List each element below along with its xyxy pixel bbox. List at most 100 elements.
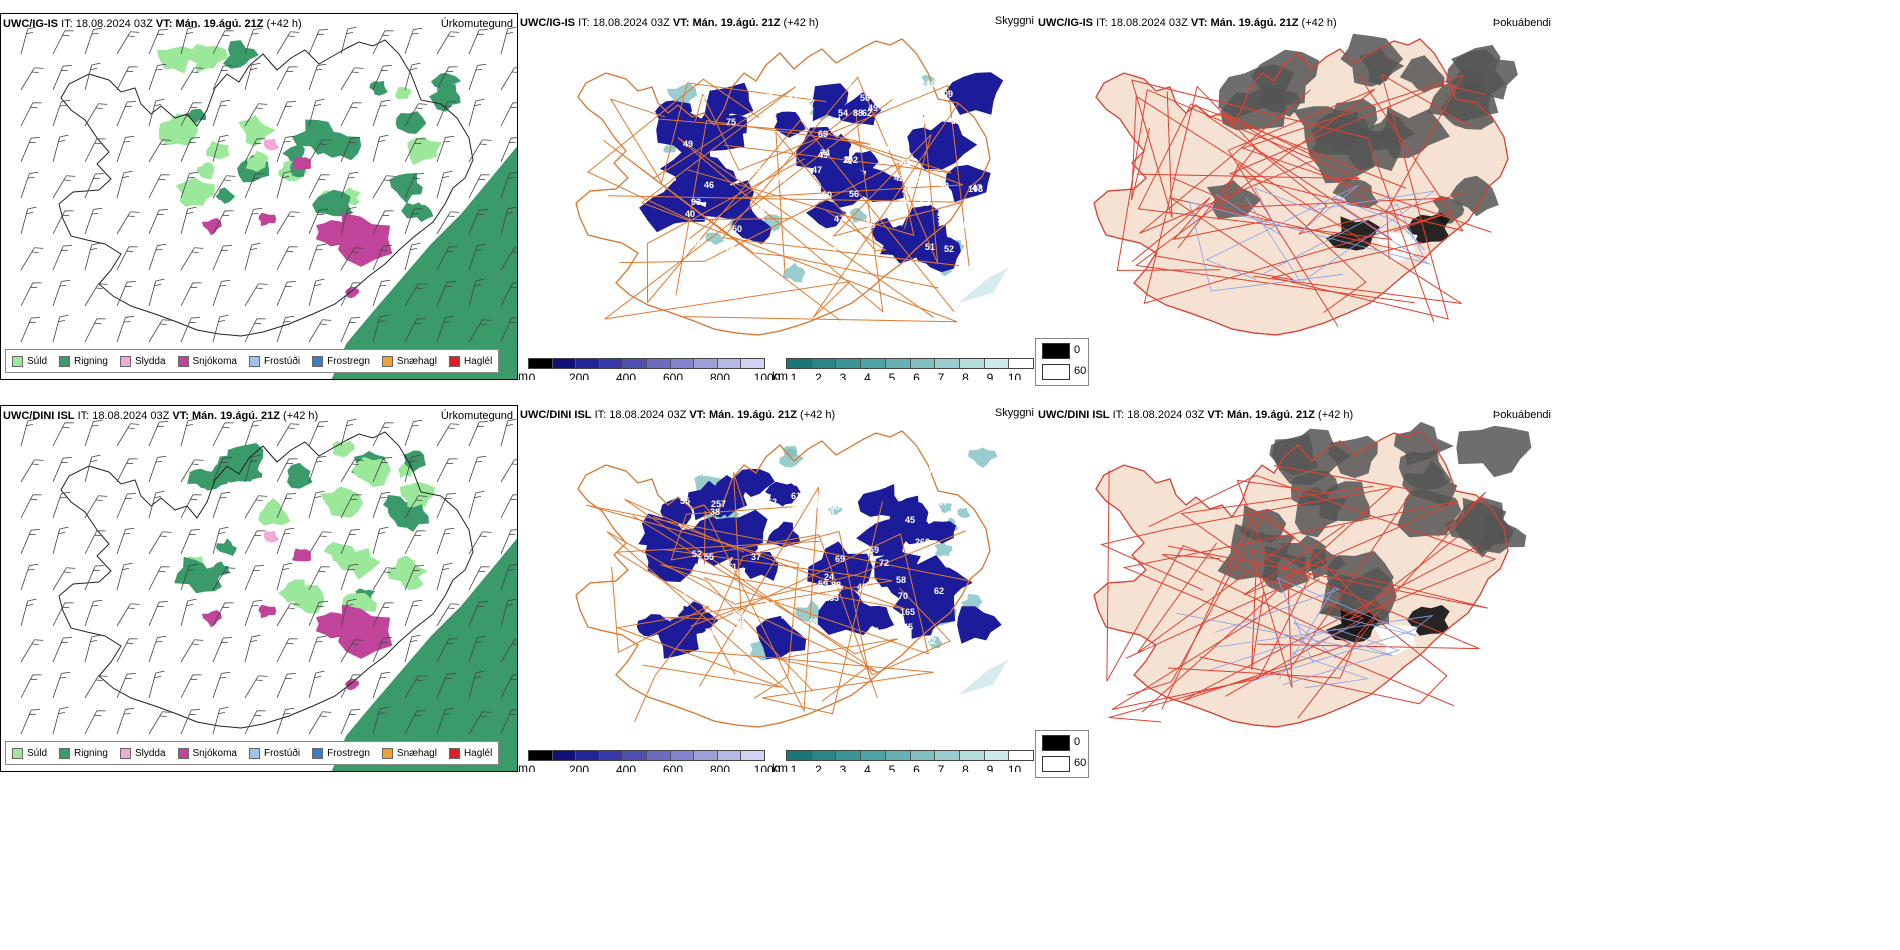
legend-swatch <box>59 355 71 367</box>
legend-swatch <box>312 747 324 759</box>
panel-title: UWC/IG-IS IT: 18.08.2024 03Z VT: Mán. 19… <box>1038 17 1337 29</box>
cloud-map-row2: 55 61 58 48 45 50 58 72 52 45 69 82 48 59 38 53 55 59 52 48… <box>575 430 1008 728</box>
cloud-base-label: 62 <box>862 108 872 118</box>
visibility-tick-label: 3 <box>839 371 847 380</box>
cloud-tick-label: 1000 <box>753 763 781 772</box>
visibility-tick-label: 5 <box>888 763 896 772</box>
legend-swatch <box>448 355 460 367</box>
cloud-base-label: 54 <box>705 627 715 637</box>
cloud-base-label: 49 <box>683 139 693 149</box>
legend-swatch <box>381 747 393 759</box>
cloud-base-label: 53 <box>816 500 826 510</box>
cloud-tick-label: 400 <box>615 763 637 772</box>
cloud-base-label: 24 <box>824 572 834 582</box>
cloud-base-label: 59 <box>818 579 828 589</box>
cloud-base-label: 43 <box>751 164 761 174</box>
cloud-base-label: 66 <box>963 220 973 230</box>
cloud-base-label: 41 <box>916 116 926 126</box>
cloud-base-label: 44 <box>800 185 810 195</box>
visibility-tick-label: 1 <box>790 763 798 772</box>
cloud-base-label: 50 <box>937 211 947 221</box>
precip-map-row2 <box>20 418 517 771</box>
cloud-visibility-panel-row1: 69 52 43 47 61 47 70 74 51 43 47 75 56 68 50 47 63 50 103 5… <box>518 13 1036 380</box>
cloud-base-label: 58 <box>736 620 746 630</box>
legend-label: Frostúði <box>263 355 301 367</box>
precip-type-panel-row1: UWC/IG-IS IT: 18.08.2024 03Z VT: Mán. 19… <box>0 13 518 380</box>
cloud-base-label: 51 <box>925 242 935 252</box>
cloud-base-label: 52 <box>767 497 777 507</box>
precip-type-panel-row2: UWC/DINI ISL IT: 18.08.2024 03Z VT: Mán.… <box>0 405 518 772</box>
legend-swatch <box>177 355 189 367</box>
cloud-base-label: 53 <box>939 181 949 191</box>
cloud-tick-label: 600 <box>662 371 684 380</box>
cloud-base-label: 70 <box>776 174 786 184</box>
precip-legend: Súld Rigning Slydda Snjókoma Frostúði Frostre… <box>5 741 500 765</box>
cloud-base-label: 41 <box>697 468 707 478</box>
cloud-base-label: 51 <box>876 480 886 490</box>
cloud-base-colorbar: m 0 200 400 600 800 1000 <box>518 355 780 380</box>
panel-field-name: Úrkomutegund <box>440 18 513 30</box>
legend-item: Frostúði <box>248 747 301 759</box>
cloud-base-label: 42 <box>894 173 904 183</box>
cloud-base-label: 49 <box>868 103 878 113</box>
cloud-base-label: 257 <box>711 499 726 509</box>
cloud-base-label: 38 <box>917 175 927 185</box>
cloud-base-label: 56 <box>849 189 859 199</box>
cloud-base-label: 163 <box>824 593 839 603</box>
cloud-base-label: 88 <box>831 580 841 590</box>
panel-field-name: Þokuábendi <box>1492 17 1551 29</box>
cloud-base-label: 58 <box>733 609 743 619</box>
legend-item: Súld <box>12 747 48 759</box>
cloud-base-label: 40 <box>830 502 840 512</box>
legend-label: Snæhagl <box>396 747 437 759</box>
legend-item: Snæhagl <box>381 355 437 367</box>
cloud-base-label: 54 <box>838 108 848 118</box>
cloud-tick-label: 600 <box>662 763 684 772</box>
legend-item: Slydda <box>119 747 166 759</box>
cloud-base-label: 62 <box>934 586 944 596</box>
legend-label: Snjókoma <box>192 355 237 367</box>
cloud-base-label: 45 <box>905 515 915 525</box>
panel-title: UWC/IG-IS IT: 18.08.2024 03Z VT: Mán. 19… <box>520 17 819 29</box>
legend-label: Súld <box>27 355 48 367</box>
cloud-base-label: 49 <box>755 204 765 214</box>
cloud-base-label: 43 <box>847 82 857 92</box>
cloud-tick-label: 800 <box>709 763 731 772</box>
cloud-base-label: 90 <box>824 508 834 518</box>
legend-item: Frostregn <box>312 355 370 367</box>
panel-title: UWC/DINI ISL IT: 18.08.2024 03Z VT: Mán.… <box>3 410 319 422</box>
cloud-tick-label: 200 <box>568 371 590 380</box>
legend-item: Haglél <box>448 355 492 367</box>
cloud-base-label: 109 <box>938 89 953 99</box>
visibility-colorbar: km 1 2 3 4 5 6 7 8 9 10 <box>772 747 1036 772</box>
legend-item: Haglél <box>448 747 492 759</box>
cloud-base-label: 47 <box>812 165 822 175</box>
cloud-base-label: 48 <box>857 582 867 592</box>
cloud-base-label: 47 <box>834 214 844 224</box>
cloud-base-label: 46 <box>704 180 714 190</box>
legend-swatch <box>119 747 131 759</box>
cloud-base-label: 74 <box>820 148 830 158</box>
cloud-base-label: 75 <box>726 117 736 127</box>
cloud-base-label: 73 <box>683 587 693 597</box>
cloud-base-label: 42 <box>697 91 707 101</box>
cloud-tick-label: 400 <box>615 371 637 380</box>
cloud-base-label: 59 <box>733 626 743 636</box>
legend-swatch <box>448 747 460 759</box>
cloud-base-label: 52 <box>944 244 954 254</box>
visibility-tick-label: 9 <box>986 763 994 772</box>
visibility-tick-label: 8 <box>962 763 969 772</box>
visibility-tick-label: 4 <box>864 763 871 772</box>
legend-label: Súld <box>27 747 48 759</box>
cloud-base-label: 80 <box>672 241 682 251</box>
cloud-base-label: 69 <box>818 129 828 139</box>
visibility-colorbar: km 1 2 3 4 5 6 7 8 9 10 <box>772 355 1036 380</box>
visibility-tick-label: 2 <box>815 371 822 380</box>
cloud-tick-label: 0 <box>528 371 536 380</box>
cloud-base-label: 45 <box>903 622 913 632</box>
legend-swatch <box>12 355 23 367</box>
legend-swatch <box>12 747 23 759</box>
cloud-base-label: 72 <box>879 558 889 568</box>
cloud-base-label: 36 <box>785 468 795 478</box>
legend-label: Frostúði <box>263 747 301 759</box>
